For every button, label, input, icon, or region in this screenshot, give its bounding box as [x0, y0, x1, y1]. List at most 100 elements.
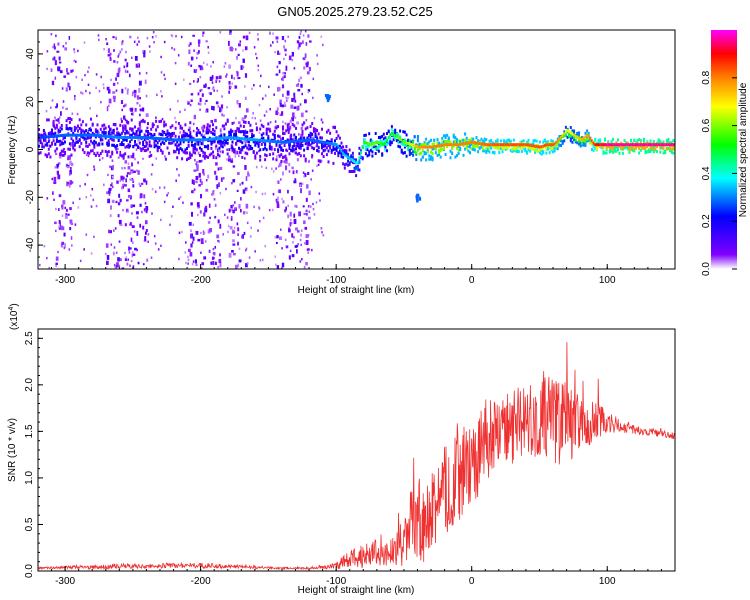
spectrogram-noise-cell — [109, 194, 111, 196]
spectrogram-cell — [249, 138, 251, 141]
spectrogram-noise-cell — [98, 34, 100, 36]
spectrogram-noise-cell — [127, 89, 129, 91]
spectrogram-noise-cell — [75, 223, 77, 225]
spectrogram-noise-cell — [321, 119, 323, 121]
spectrogram-noise-cell — [224, 214, 226, 216]
spectrogram-noise-cell — [175, 35, 177, 37]
spectrogram-cell — [98, 143, 100, 146]
spectrogram-cell — [240, 124, 242, 127]
spectrogram-noise-cell — [193, 224, 195, 226]
spectrogram-noise-cell — [247, 171, 249, 175]
spectrogram-cell — [342, 145, 344, 148]
spectrogram-noise-cell — [47, 50, 49, 52]
spectrogram-noise-cell — [171, 34, 173, 36]
spectrogram-noise-cell — [112, 159, 114, 162]
spectrogram-noise-cell — [231, 82, 233, 84]
spectrogram-noise-cell — [107, 255, 110, 260]
spectrogram-cell — [354, 170, 356, 173]
spectrogram-noise-cell — [63, 45, 65, 47]
spectrogram-noise-cell — [214, 171, 216, 175]
spectrogram-noise-cell — [151, 212, 153, 214]
spectrogram-noise-cell — [132, 94, 134, 96]
spectrogram-cell — [139, 133, 141, 136]
spectrogram-noise-cell — [284, 75, 286, 78]
spectrogram-noise-cell — [288, 163, 290, 166]
spectrogram-noise-cell — [125, 178, 127, 182]
spectrogram-noise-cell — [273, 193, 275, 195]
spectrogram-cell — [489, 150, 491, 153]
spectrogram-noise-cell — [275, 264, 277, 266]
spectrogram-noise-cell — [71, 163, 73, 166]
spectrogram-noise-cell — [265, 94, 267, 96]
spectrogram-cell — [207, 131, 209, 134]
spectrogram-cell — [80, 142, 82, 145]
spectrogram-cell — [667, 138, 669, 141]
spectrogram-noise-cell — [69, 173, 71, 175]
spectrogram-cell — [168, 152, 170, 155]
spectrogram-noise-cell — [312, 97, 314, 99]
spectrogram-cell — [251, 147, 253, 150]
spectrogram-noise-cell — [286, 66, 288, 71]
spectrogram-noise-cell — [117, 257, 120, 261]
spectrogram-noise-cell — [131, 204, 133, 208]
spectrogram-cell — [178, 151, 180, 154]
spectrogram-noise-cell — [160, 90, 162, 92]
spectrogram-noise-cell — [120, 258, 122, 261]
spectrogram-noise-cell — [164, 186, 166, 188]
spectrogram-noise-cell — [116, 252, 118, 254]
snr-y-multiplier-base: (x10 — [9, 310, 20, 330]
spectrogram-noise-cell — [86, 233, 88, 235]
spectrogram-cell — [612, 138, 614, 141]
spectrogram-noise-cell — [71, 142, 73, 146]
spectrogram-x-tick-label: 100 — [599, 275, 616, 286]
spectrogram-noise-cell — [71, 244, 73, 246]
spectrogram-noise-cell — [234, 201, 236, 203]
spectrogram-noise-cell — [94, 168, 96, 170]
spectrogram-noise-cell — [309, 211, 311, 213]
spectrogram-noise-cell — [129, 251, 131, 253]
colorbar-scale — [711, 30, 737, 269]
spectrogram-noise-cell — [291, 222, 293, 224]
spectrogram-noise-cell — [87, 174, 89, 176]
spectrogram-cell — [295, 147, 297, 150]
spectrogram-noise-cell — [142, 50, 144, 52]
spectrogram-cell — [391, 125, 393, 128]
spectrogram-noise-cell — [219, 224, 221, 229]
spectrogram-cell — [108, 143, 110, 146]
spectrogram-cell — [144, 120, 146, 123]
spectrogram-noise-cell — [203, 125, 205, 127]
spectrogram-noise-cell — [136, 249, 138, 251]
spectrogram-noise-cell — [112, 165, 114, 170]
spectrogram-noise-cell — [84, 183, 86, 185]
spectrogram-noise-cell — [202, 169, 204, 174]
spectrogram-noise-cell — [108, 54, 110, 56]
spectrogram-cell — [119, 124, 121, 127]
spectrogram-noise-cell — [116, 89, 118, 91]
spectrogram-noise-cell — [108, 105, 110, 107]
spectrogram-cell — [114, 123, 116, 126]
spectrogram-noise-cell — [215, 204, 217, 207]
spectrogram-noise-cell — [256, 57, 258, 59]
spectrogram-noise-cell — [112, 91, 115, 94]
spectrogram-noise-cell — [289, 170, 291, 172]
spectrogram-noise-cell — [137, 43, 139, 45]
spectrogram-cell — [399, 145, 401, 148]
spectrogram-cell — [287, 125, 289, 128]
spectrogram-noise-cell — [294, 67, 296, 69]
spectrogram-cell — [116, 127, 118, 130]
spectrogram-noise-cell — [200, 90, 202, 92]
spectrogram-cell — [599, 140, 601, 143]
spectrogram-cell — [249, 124, 251, 127]
spectrogram-noise-cell — [240, 209, 242, 212]
spectrogram-noise-cell — [132, 92, 134, 94]
spectrogram-noise-cell — [105, 38, 107, 40]
spectrogram-noise-cell — [300, 260, 302, 262]
spectrogram-noise-cell — [158, 248, 160, 250]
spectrogram-cell — [274, 148, 276, 151]
spectrogram-noise-cell — [103, 48, 105, 50]
spectrogram-noise-cell — [69, 36, 71, 40]
spectrogram-noise-cell — [129, 179, 132, 181]
spectrogram-noise-cell — [294, 100, 296, 103]
spectrogram-noise-cell — [293, 170, 295, 174]
spectrogram-cell — [74, 144, 76, 147]
